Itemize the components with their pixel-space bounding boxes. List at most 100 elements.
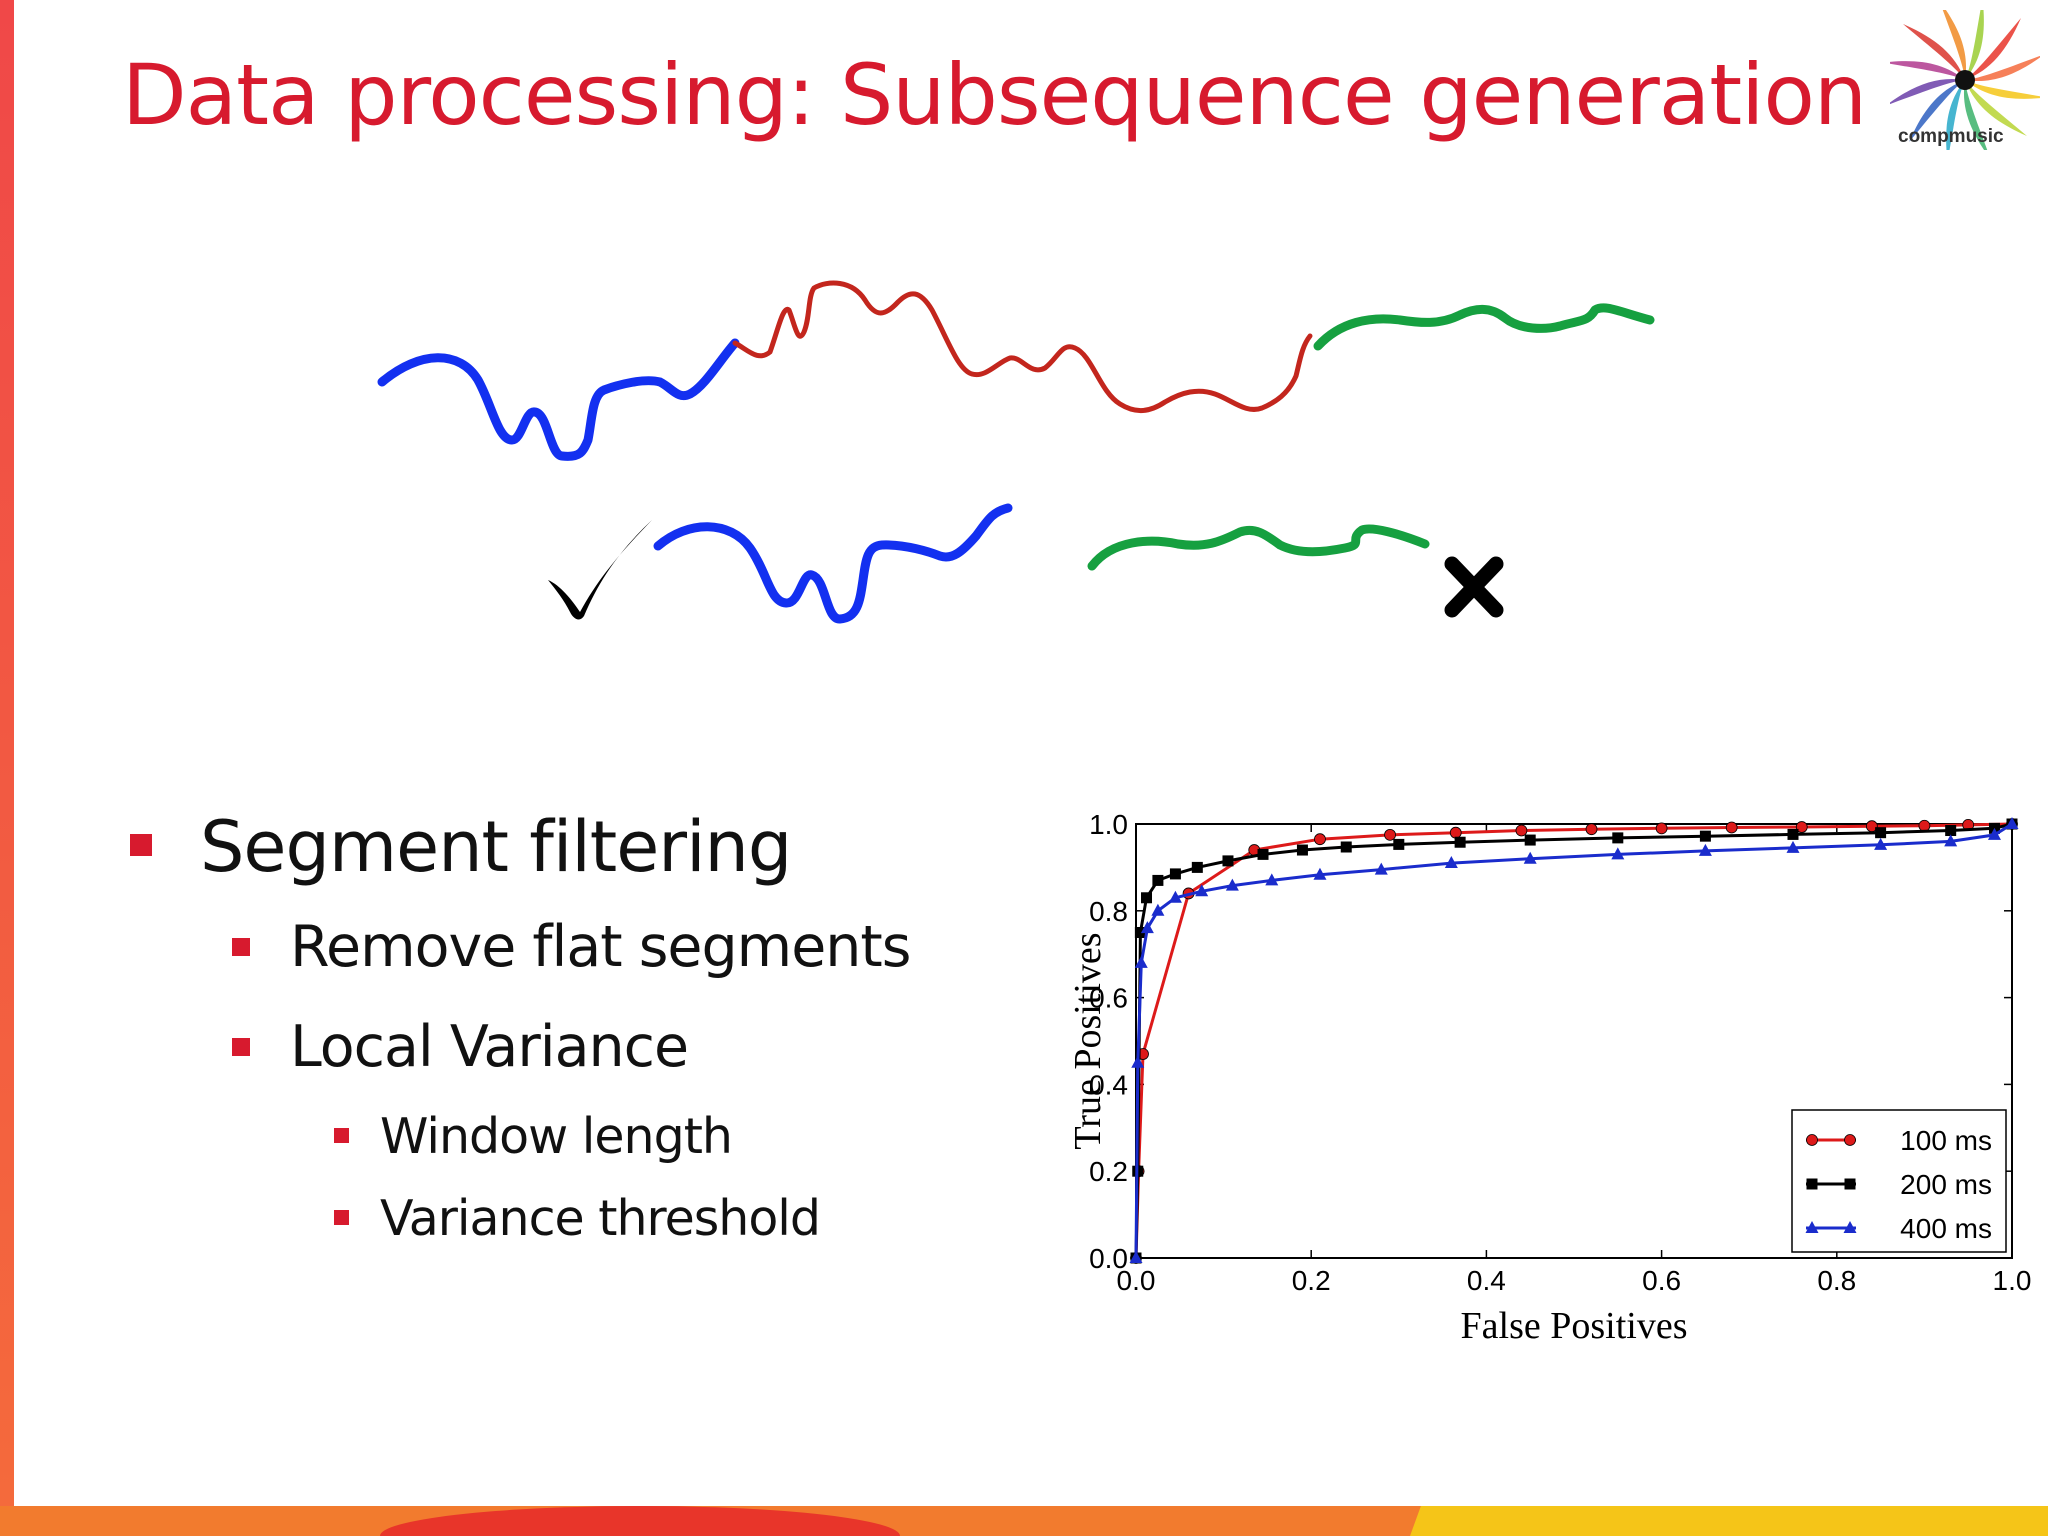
band-yellow-shape	[1410, 1506, 2048, 1536]
logo-petal	[1965, 80, 2040, 99]
x-tick-label: 0.8	[1817, 1265, 1856, 1296]
data-point-square	[1699, 830, 1711, 842]
data-point-circle	[1314, 833, 1326, 846]
pitch-contour-red-segment	[732, 280, 1313, 413]
slide-title: Data processing: Subsequence generation	[122, 46, 1867, 144]
bullet-marker	[232, 938, 250, 956]
data-point-circle	[1585, 823, 1598, 836]
rejected-green-segment	[1087, 524, 1430, 571]
bottom-decorative-band	[0, 1506, 2048, 1536]
data-point-square	[1222, 855, 1234, 867]
bullet-variance-threshold: Variance threshold	[380, 1190, 821, 1247]
pitch-contour-green-segment	[1313, 303, 1655, 351]
data-point-triangle	[1131, 1055, 1145, 1068]
left-accent-bar	[0, 0, 14, 1506]
data-point-square	[1257, 848, 1269, 860]
bullet-marker	[334, 1128, 349, 1143]
data-point-square	[1875, 827, 1887, 839]
data-point-triangle	[1313, 867, 1327, 880]
x-axis-label: False Positives	[1461, 1305, 1688, 1347]
y-tick-label: 1.0	[1089, 809, 1128, 840]
y-tick-label: 0.6	[1089, 983, 1128, 1014]
data-point-square	[1787, 828, 1799, 840]
logo-petal	[1946, 80, 1965, 150]
logo-petal	[1965, 10, 1984, 80]
data-point-triangle	[1444, 856, 1458, 869]
data-point-square	[1945, 825, 1957, 837]
data-point-square	[1612, 832, 1624, 844]
data-point-circle	[1515, 824, 1528, 837]
bullet-local-variance: Local Variance	[290, 1014, 689, 1080]
data-point-triangle	[1874, 837, 1888, 850]
legend-marker	[1805, 1221, 1819, 1233]
data-point-triangle	[1698, 843, 1712, 856]
data-point-triangle	[1151, 903, 1165, 916]
data-point-triangle	[1944, 834, 1958, 847]
x-tick-label: 1.0	[1993, 1265, 2032, 1296]
y-tick-label: 0.2	[1089, 1156, 1128, 1187]
x-tick-label: 0.0	[1117, 1265, 1156, 1296]
logo-petal	[1939, 10, 1966, 80]
data-point-triangle	[1265, 873, 1279, 886]
data-point-triangle	[1195, 884, 1209, 897]
x-tick-label: 0.6	[1642, 1265, 1681, 1296]
data-point-square	[1524, 834, 1536, 846]
bullet-window-length: Window length	[380, 1108, 733, 1165]
bullet-marker	[232, 1038, 250, 1056]
data-point-circle	[1384, 828, 1396, 841]
bullet-marker	[130, 834, 152, 856]
legend-marker	[1843, 1221, 1857, 1233]
data-point-triangle	[1140, 921, 1154, 934]
data-point-square	[1393, 838, 1405, 850]
subsequence-illustration	[377, 280, 1655, 624]
data-point-circle	[1655, 822, 1668, 835]
check-mark-icon	[548, 520, 652, 620]
y-tick-label: 0.4	[1089, 1069, 1128, 1100]
data-point-circle	[1918, 819, 1931, 832]
legend-label: 200 ms	[1900, 1169, 1992, 1200]
data-point-square	[1191, 861, 1203, 873]
logo-petal	[1964, 80, 1991, 150]
roc-chart: 0.0 0.2 0.4 0.6 0.8 1.0 0.0 0.2 0.4 0.6 0.8 1.0 Fals…	[1067, 809, 2032, 1347]
data-point-circle	[1795, 821, 1808, 833]
bullet-remove-flat-segments: Remove flat segments	[290, 914, 911, 980]
bullet-segment-filtering: Segment filtering	[200, 806, 792, 888]
data-point-triangle	[1129, 1251, 1143, 1263]
data-point-triangle	[1611, 847, 1625, 860]
accepted-blue-segment	[653, 503, 1013, 624]
data-point-triangle	[1987, 827, 2001, 840]
x-tick-label: 0.4	[1467, 1265, 1506, 1296]
legend-label: 400 ms	[1900, 1213, 1992, 1244]
logo-text: compmusic	[1898, 126, 2004, 147]
y-tick-label: 0.8	[1089, 896, 1128, 927]
legend-marker	[1844, 1134, 1856, 1146]
logo-petal	[1890, 79, 1965, 106]
data-point-triangle	[1374, 862, 1388, 875]
logo-petals	[1890, 10, 2040, 150]
x-tick-label: 0.2	[1292, 1265, 1331, 1296]
legend-marker	[1806, 1178, 1818, 1190]
data-point-circle	[1725, 821, 1738, 834]
data-point-square	[1141, 892, 1153, 904]
data-point-triangle	[1786, 840, 1800, 853]
cross-icon	[1444, 556, 1504, 618]
legend-marker	[1806, 1134, 1818, 1146]
data-point-triangle	[2005, 817, 2019, 829]
legend-marker	[1844, 1178, 1856, 1190]
data-point-square	[1296, 844, 1308, 856]
data-point-square	[1454, 836, 1466, 848]
logo-petal	[1890, 61, 1965, 80]
bullet-marker	[334, 1210, 349, 1225]
data-point-circle	[1449, 826, 1462, 839]
logo-petal	[1965, 54, 2040, 81]
data-point-triangle	[1134, 955, 1148, 968]
pitch-contour-blue-segment	[377, 338, 740, 461]
y-axis-label: True Positives	[1067, 932, 1109, 1149]
logo-center	[1955, 70, 1975, 90]
compmusic-logo	[1890, 10, 2040, 150]
data-point-square	[1169, 868, 1181, 880]
data-point-triangle	[1168, 890, 1182, 903]
data-point-square	[1134, 927, 1146, 938]
data-point-square	[1340, 841, 1352, 853]
